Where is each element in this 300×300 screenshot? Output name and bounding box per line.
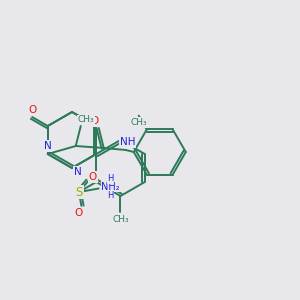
Text: H: H	[107, 191, 114, 200]
Text: O: O	[28, 105, 36, 115]
Text: O: O	[91, 116, 99, 126]
Text: S: S	[75, 185, 82, 199]
Text: CH₃: CH₃	[130, 118, 147, 127]
Text: H: H	[107, 174, 114, 183]
Text: CH₃: CH₃	[77, 116, 94, 124]
Text: NH₂: NH₂	[101, 182, 120, 191]
Text: CH₃: CH₃	[112, 215, 129, 224]
Text: N: N	[74, 167, 82, 177]
Text: NH: NH	[120, 137, 136, 147]
Text: N: N	[44, 141, 52, 151]
Text: O: O	[89, 172, 97, 182]
Text: O: O	[74, 208, 82, 218]
